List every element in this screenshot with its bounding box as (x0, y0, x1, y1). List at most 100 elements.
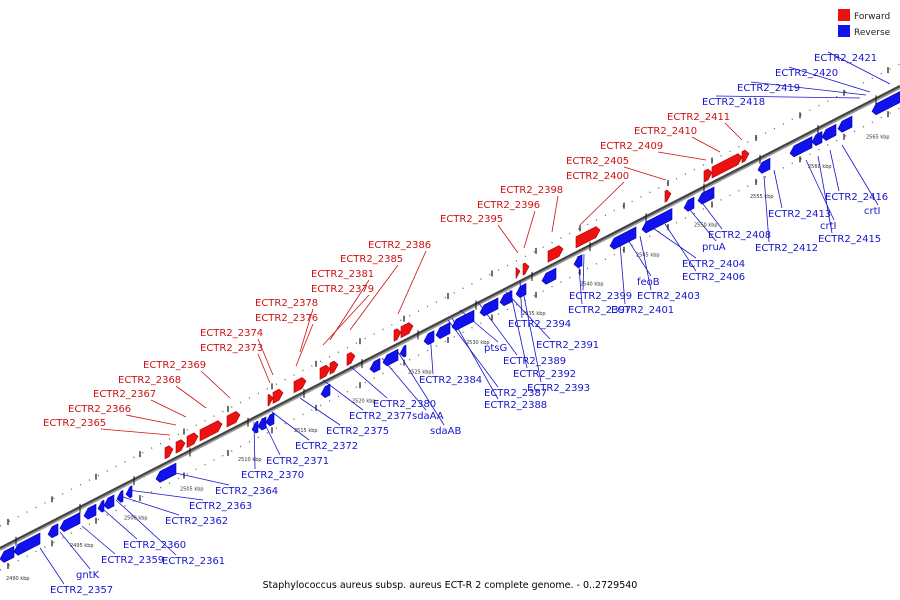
reverse-gene-arrow (757, 157, 771, 174)
scale-ticks: 2490 kbp 2495 kbp 2500 kbp 2505 kbp 2510 kbp… (6, 95, 890, 582)
reverse-gene-arrow (265, 412, 275, 427)
forward-leader-line (623, 166, 667, 181)
forward-gene-arrow (226, 410, 241, 428)
reverse-gene-label: ECTR2_2401 (611, 305, 674, 316)
reverse-gene-label: ECTR2_2403 (637, 291, 700, 302)
forward-leader-line (349, 264, 399, 331)
reverse-gene-label: sdaAB (430, 426, 462, 437)
forward-leader-line (497, 224, 519, 254)
forward-leader-line (200, 370, 231, 399)
forward-gene-arrow (186, 432, 199, 448)
forward-gene-arrow (175, 439, 186, 454)
reverse-leader-line (381, 357, 427, 411)
reverse-leader-line (817, 155, 833, 234)
reverse-gene-label: sdaAA (412, 411, 444, 422)
forward-gene-arrow (547, 245, 564, 263)
reverse-gene-arrow (116, 489, 124, 503)
reverse-gene-arrow (573, 254, 583, 269)
reverse-leader-line (349, 365, 388, 399)
forward-leader-line (257, 353, 271, 384)
reverse-leader-line (447, 319, 499, 388)
legend-forward-swatch (838, 9, 850, 21)
scale-tick-label: 2550 kbp (694, 223, 718, 229)
forward-leader-line (100, 428, 171, 436)
reverse-gene-label: ECTR2_2391 (536, 340, 599, 351)
forward-gene-arrow (515, 266, 521, 279)
reverse-gene-arrow (479, 297, 499, 317)
reverse-gene-arrow (251, 420, 259, 434)
forward-gene-label: ECTR2_2376 (255, 313, 318, 324)
reverse-leader-line (699, 199, 723, 230)
reverse-leader-line (103, 509, 138, 540)
reverse-leader-line (829, 149, 840, 192)
reverse-leader-line (639, 235, 652, 291)
forward-gene-arrow (400, 322, 414, 339)
forward-gene-label: ECTR2_2369 (143, 360, 206, 371)
reverse-gene-label: ECTR2_2371 (266, 456, 329, 467)
reverse-gene-label: ECTR2_2359 (101, 555, 164, 566)
forward-gene-arrow (346, 351, 356, 366)
reverse-gene-label: ECTR2_2393 (527, 383, 590, 394)
forward-gene-label: ECTR2_2386 (368, 240, 431, 251)
forward-gene-arrow (329, 360, 339, 375)
scale-tick-label: 2555 kbp (750, 194, 774, 200)
forward-gene-arrow (319, 364, 331, 380)
forward-gene-arrow (711, 153, 743, 179)
reverse-leader-line (582, 253, 585, 291)
reverse-gene-label: ECTR2_2387 (484, 388, 547, 399)
reverse-leader-line (715, 95, 861, 99)
scale-tick-label: 2505 kbp (180, 487, 204, 493)
reverse-leader-line (39, 547, 65, 585)
reverse-gene-arrow (382, 348, 399, 367)
reverse-gene-label: ECTR2_2412 (755, 243, 818, 254)
reverse-gene-label: ECTR2_2413 (768, 209, 831, 220)
reverse-gene-label: ECTR2_2388 (484, 400, 547, 411)
forward-gene-label: ECTR2_2395 (440, 214, 503, 225)
label-leader-lines (39, 51, 891, 585)
reverse-gene-label: ptsG (484, 343, 507, 354)
legend-reverse-swatch (838, 25, 850, 37)
forward-gene-label: ECTR2_2411 (667, 112, 730, 123)
forward-gene-arrow (272, 388, 284, 404)
reverse-gene-arrow (257, 416, 267, 431)
reverse-leader-line (451, 317, 499, 400)
forward-gene-label: ECTR2_2373 (200, 343, 263, 354)
forward-leader-line (295, 323, 314, 367)
reverse-leader-line (115, 499, 177, 556)
scale-tick-label: 2500 kbp (124, 515, 148, 521)
forward-gene-label: ECTR2_2378 (255, 298, 318, 309)
scale-tick-label: 2565 kbp (866, 134, 890, 140)
forward-leader-line (523, 210, 536, 249)
reverse-gene-arrow (435, 322, 451, 339)
genome-caption: Staphylococcus aureus subsp. aureus ECT-… (263, 580, 638, 591)
reverse-gene-label: ECTR2_2372 (295, 441, 358, 452)
reverse-leader-line (750, 81, 867, 96)
reverse-gene-arrow (641, 208, 673, 234)
reverse-leader-line (521, 285, 542, 383)
reverse-gene-arrow (871, 91, 900, 116)
reverse-gene-label: ECTR2_2397 (568, 305, 631, 316)
reverse-gene-arrow (609, 226, 637, 250)
scale-tick-label: 2540 kbp (580, 281, 604, 287)
forward-leader-line (257, 338, 274, 376)
reverse-leader-line (763, 175, 770, 243)
forward-gene-arrow (267, 394, 274, 407)
reverse-gene-label: ECTR2_2370 (241, 470, 304, 481)
scale-tick-label: 2515 kbp (294, 428, 318, 434)
legend-forward-label: Forward (854, 12, 890, 22)
reverse-gene-arrow (125, 485, 133, 499)
forward-gene-arrow (664, 189, 672, 203)
reverse-gene-label: ECTR2_2363 (189, 501, 252, 512)
scale-tick-label: 2545 kbp (636, 253, 660, 259)
reverse-gene-arrow (451, 309, 475, 331)
scale-tick-label: 2560 kbp (808, 164, 832, 170)
forward-gene-arrow (703, 168, 713, 183)
reverse-gene-label: ECTR2_2362 (165, 516, 228, 527)
forward-gene-label: ECTR2_2385 (340, 254, 403, 265)
forward-gene-label: ECTR2_2400 (566, 171, 629, 182)
scale-tick-label: 2530 kbp (466, 340, 490, 346)
reverse-gene-label: feoB (637, 277, 660, 288)
reverse-gene-label: ECTR2_2380 (373, 399, 436, 410)
reverse-gene-arrow (423, 330, 435, 346)
